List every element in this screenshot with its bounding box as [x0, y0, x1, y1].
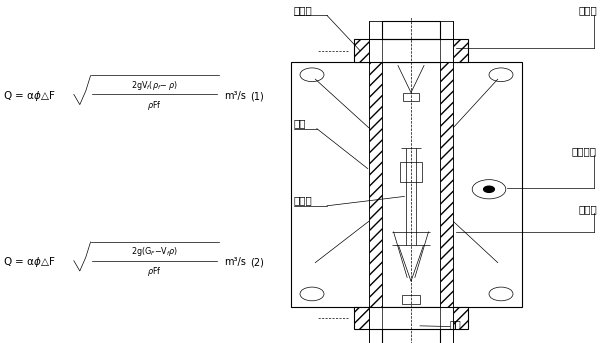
Text: (2): (2) — [250, 257, 264, 268]
Bar — [453, 307, 468, 329]
Bar — [291, 62, 522, 307]
Text: Q = α$\phi$△F: Q = α$\phi$△F — [3, 256, 55, 269]
Text: 下锥: 下锥 — [450, 319, 462, 329]
Bar — [369, 307, 453, 329]
Bar — [453, 39, 468, 62]
Bar — [369, 21, 453, 39]
Bar — [354, 39, 369, 62]
Bar — [402, 295, 420, 304]
Text: 2gV$_f$($\rho$$_f$− $\rho$): 2gV$_f$($\rho$$_f$− $\rho$) — [131, 79, 178, 92]
Text: $\rho$Ff: $\rho$Ff — [147, 99, 161, 112]
Text: 2g(G$_F$−V$_{f}$$\rho$): 2g(G$_F$−V$_{f}$$\rho$) — [131, 245, 178, 258]
Text: Q = α$\phi$△F: Q = α$\phi$△F — [3, 89, 55, 103]
Text: (1): (1) — [250, 91, 264, 101]
Text: 锥形管: 锥形管 — [578, 204, 597, 214]
Circle shape — [484, 186, 494, 192]
Text: 测量管: 测量管 — [578, 5, 597, 15]
Text: m³/s: m³/s — [224, 91, 245, 101]
Text: 显示器: 显示器 — [294, 5, 313, 15]
Text: 浮子: 浮子 — [294, 118, 307, 129]
Bar — [440, 329, 453, 343]
Text: $\rho$Ff: $\rho$Ff — [147, 265, 161, 278]
Bar — [400, 162, 422, 182]
Bar — [369, 21, 382, 343]
Bar — [369, 329, 382, 343]
Bar — [369, 39, 453, 62]
Text: 导向管: 导向管 — [294, 196, 313, 206]
Text: 随动系统: 随动系统 — [572, 146, 597, 156]
Bar — [403, 93, 419, 101]
Text: m³/s: m³/s — [224, 257, 245, 268]
Bar — [354, 307, 369, 329]
Bar — [440, 21, 453, 39]
Bar — [369, 329, 453, 343]
Bar — [440, 21, 453, 343]
Bar — [369, 21, 382, 39]
